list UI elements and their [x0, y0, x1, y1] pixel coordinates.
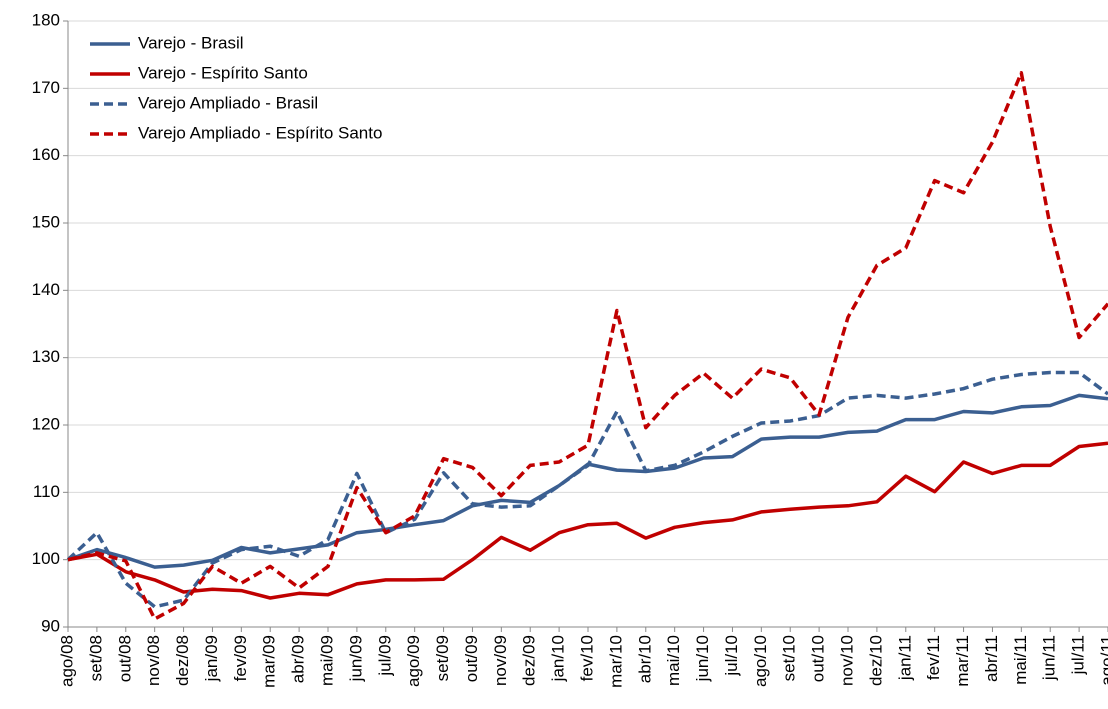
x-tick-label: fev/11	[924, 635, 943, 680]
legend-label: Varejo - Espírito Santo	[138, 63, 308, 82]
x-tick-label: ago/08	[57, 635, 76, 687]
x-tick-label: dez/10	[866, 635, 885, 686]
y-tick-label: 160	[32, 145, 60, 164]
x-tick-label: fev/09	[231, 635, 250, 681]
y-tick-label: 180	[32, 10, 60, 29]
series-line	[67, 441, 1108, 600]
y-tick-label: 110	[33, 482, 60, 501]
x-tick-label: ago/10	[751, 635, 770, 687]
x-tick-label: nov/10	[837, 635, 856, 686]
x-tick-label: mai/09	[317, 635, 336, 686]
x-tick-label: dez/09	[520, 635, 539, 686]
legend-label: Varejo Ampliado - Espírito Santo	[138, 123, 382, 142]
x-tick-label: mai/11	[1011, 635, 1030, 685]
x-tick-label: out/09	[462, 635, 481, 682]
x-tick-label: set/10	[780, 635, 799, 681]
x-tick-label: jul/10	[722, 635, 741, 677]
x-tick-label: jul/11	[1069, 635, 1088, 675]
x-tick-label: fev/10	[577, 635, 596, 681]
x-tick-label: jul/09	[375, 635, 394, 677]
x-tick-label: jan/10	[549, 635, 568, 682]
legend-label: Varejo - Brasil	[138, 33, 244, 52]
series-line	[66, 370, 1108, 609]
y-tick-label: 90	[41, 616, 60, 635]
x-tick-label: out/10	[809, 635, 828, 682]
y-tick-label: 150	[32, 212, 60, 231]
legend-label: Varejo Ampliado - Brasil	[138, 93, 318, 112]
series-line	[67, 71, 1108, 621]
x-tick-label: mar/09	[260, 635, 279, 688]
x-tick-label: jun/10	[693, 635, 712, 682]
x-tick-label: jun/09	[346, 635, 365, 682]
x-tick-label: ago/11	[1097, 635, 1108, 686]
x-tick-label: dez/08	[173, 635, 192, 686]
x-tick-label: ago/09	[404, 635, 423, 687]
x-tick-label: abr/11	[982, 635, 1001, 682]
x-tick-label: abr/09	[289, 635, 308, 683]
x-tick-label: nov/08	[144, 635, 163, 686]
x-tick-label: mar/10	[606, 635, 625, 688]
y-tick-label: 120	[32, 414, 60, 433]
y-tick-label: 140	[32, 280, 60, 299]
y-tick-label: 100	[32, 549, 60, 568]
y-tick-label: 170	[32, 78, 60, 97]
x-tick-label: jan/09	[202, 635, 221, 682]
x-tick-label: mar/11	[953, 635, 972, 687]
series-line	[67, 393, 1108, 569]
x-tick-label: jun/11	[1040, 635, 1059, 681]
x-tick-label: set/09	[433, 635, 452, 681]
x-tick-label: abr/10	[635, 635, 654, 683]
x-tick-label: set/08	[86, 635, 105, 681]
x-tick-label: nov/09	[491, 635, 510, 686]
x-tick-label: out/08	[115, 635, 134, 682]
x-tick-label: jan/11	[895, 635, 914, 681]
y-tick-label: 130	[32, 347, 60, 366]
x-tick-label: mai/10	[664, 635, 683, 686]
